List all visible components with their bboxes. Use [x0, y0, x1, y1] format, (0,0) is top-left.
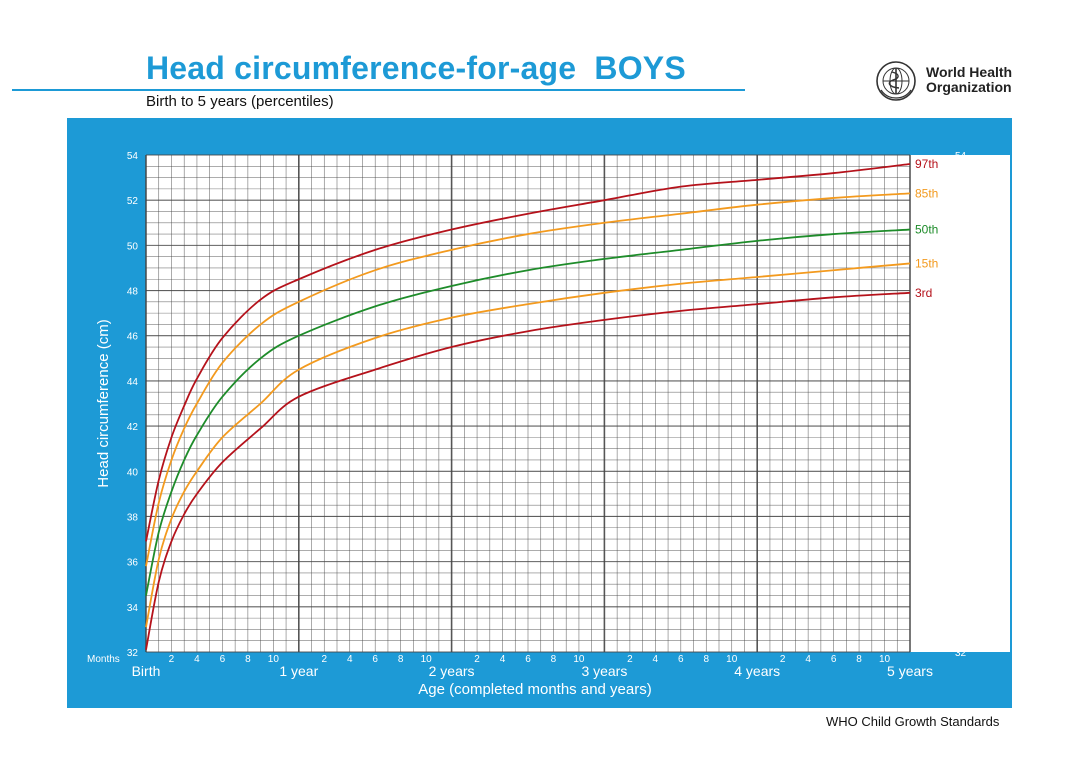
y-tick-label-left: 54: [127, 151, 139, 162]
y-tick-label-left: 34: [127, 603, 139, 614]
who-emblem-icon: [876, 61, 916, 101]
x-month-tick-label: 6: [678, 654, 684, 665]
x-year-label: Birth: [132, 663, 161, 679]
x-month-tick-label: 4: [805, 654, 811, 665]
y-tick-label-right: 48: [955, 287, 967, 298]
y-tick-label-left: 42: [127, 422, 139, 433]
x-month-tick-label: 10: [726, 654, 738, 665]
y-tick-label-left: 38: [127, 512, 139, 523]
series-line-15th: [145, 262, 911, 628]
y-axis-title: Head circumference (cm): [95, 319, 112, 487]
x-month-tick-label: 8: [398, 654, 404, 665]
y-tick-label-right: 54: [955, 151, 967, 162]
y-tick-label-left: 32: [127, 648, 139, 659]
x-month-tick-label: 8: [245, 654, 251, 665]
x-month-tick-label: 8: [703, 654, 709, 665]
page-subtitle: Birth to 5 years (percentiles): [146, 93, 334, 110]
x-month-tick-label: 10: [879, 654, 891, 665]
x-month-tick-label: 6: [831, 654, 837, 665]
series-line-50th: [145, 228, 911, 596]
y-tick-label-left: 50: [127, 241, 139, 252]
x-month-tick-label: 10: [573, 654, 585, 665]
y-tick-label-right: 34: [955, 603, 967, 614]
y-tick-label-right: 42: [955, 422, 967, 433]
x-month-tick-label: 2: [169, 654, 175, 665]
org-line-2: Organization: [926, 79, 1012, 95]
y-tick-label-right: 44: [955, 377, 967, 388]
x-year-label: 2 years: [429, 663, 475, 679]
x-month-tick-label: 4: [347, 654, 353, 665]
series-label-15th: 15th: [915, 256, 938, 270]
x-year-label: 3 years: [581, 663, 627, 679]
x-month-tick-label: 4: [500, 654, 506, 665]
y-tick-label-right: 52: [955, 196, 967, 207]
y-tick-label-left: 40: [127, 467, 139, 478]
x-year-label: 4 years: [734, 663, 780, 679]
footer-credit: WHO Child Growth Standards: [826, 714, 1000, 729]
series-label-3rd: 3rd: [915, 286, 932, 300]
x-month-tick-label: 8: [856, 654, 862, 665]
x-months-label: Months: [87, 654, 120, 665]
x-month-tick-label: 10: [421, 654, 433, 665]
page-title: Head circumference-for-age BOYS: [146, 50, 686, 86]
x-year-label: 5 years: [887, 663, 933, 679]
series-label-97th: 97th: [915, 157, 938, 171]
x-axis-title: Age (completed months and years): [418, 681, 651, 698]
series-line-3rd: [145, 291, 911, 650]
y-tick-label-right: 40: [955, 467, 967, 478]
x-month-tick-label: 2: [474, 654, 480, 665]
organization-name: World Health Organization: [926, 65, 1012, 95]
y-tick-label-right: 32: [955, 648, 967, 659]
series-line-85th: [145, 192, 911, 567]
x-month-tick-label: 8: [551, 654, 557, 665]
chart-series: [145, 163, 911, 650]
y-tick-label-right: 38: [955, 512, 967, 523]
series-label-85th: 85th: [915, 186, 938, 200]
y-tick-label-left: 46: [127, 332, 139, 343]
x-month-tick-label: 6: [220, 654, 226, 665]
y-tick-label-right: 36: [955, 558, 967, 569]
y-tick-label-right: 50: [955, 241, 967, 252]
x-month-tick-label: 2: [780, 654, 786, 665]
y-tick-label-left: 52: [127, 196, 139, 207]
y-tick-label-right: 46: [955, 332, 967, 343]
x-month-tick-label: 2: [321, 654, 327, 665]
x-month-tick-label: 4: [653, 654, 659, 665]
y-tick-label-left: 36: [127, 558, 139, 569]
y-tick-label-left: 44: [127, 377, 139, 388]
title-underline: [12, 89, 745, 91]
series-line-97th: [145, 163, 911, 542]
x-year-label: 1 year: [279, 663, 318, 679]
x-month-tick-label: 6: [372, 654, 378, 665]
x-month-tick-label: 10: [268, 654, 280, 665]
x-month-tick-label: 2: [627, 654, 633, 665]
y-tick-label-left: 48: [127, 287, 139, 298]
x-month-tick-label: 6: [525, 654, 531, 665]
x-month-tick-label: 4: [194, 654, 200, 665]
chart-grid: [145, 154, 911, 653]
org-line-1: World Health: [926, 64, 1013, 80]
series-label-50th: 50th: [915, 223, 938, 237]
